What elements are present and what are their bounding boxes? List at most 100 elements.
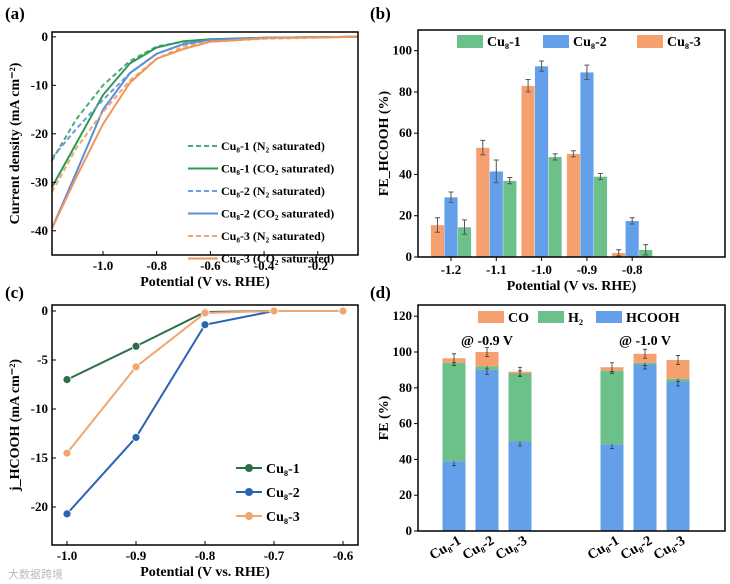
xtick-label-c-3: -0.7 — [264, 548, 285, 563]
line-a-series-5 — [51, 35, 359, 229]
bar-d-HCOOH-0 — [442, 461, 466, 531]
errorbar-b-0-1 — [480, 139, 486, 156]
xtick-label-a-3: -0.4 — [254, 258, 275, 273]
errorbar-b-2-1 — [507, 177, 513, 185]
xtick-label-d-0: Cu₈-1 — [427, 533, 464, 563]
bar-b-Cu₈-3-3 — [566, 153, 581, 258]
point-c-1-2 — [200, 320, 210, 330]
xtick-label-b-0: -1.2 — [441, 262, 462, 277]
xtick-label-b-3: -0.9 — [577, 262, 598, 277]
xtick-label-b-1: -1.1 — [486, 262, 507, 277]
legend-c-marker-2 — [245, 512, 253, 520]
line-c-series-1 — [66, 310, 343, 515]
errorbar-d-2-4 — [643, 348, 647, 359]
xtick-label-a-2: -0.6 — [200, 258, 221, 273]
point-c-1-0 — [62, 509, 72, 519]
ylabel-b: FE_HCOOH (%) — [377, 90, 392, 196]
bar-b-Cu₈-2-0 — [444, 197, 458, 258]
point-c-0-1 — [131, 341, 141, 351]
errorbar-b-1-2 — [539, 60, 545, 72]
errorbar-b-1-0 — [448, 191, 454, 203]
errorbar-d-2-1 — [485, 347, 489, 357]
plot-b-frame — [417, 29, 726, 258]
legend-d-label-2: HCOOH — [626, 311, 680, 326]
ytick-label-b-1: 20 — [399, 208, 412, 223]
bar-d-HCOOH-5 — [666, 381, 690, 531]
bar-b-Cu₈-2-1 — [489, 171, 504, 258]
legend-d-swatch-2 — [596, 311, 622, 323]
bar-b-Cu₈-3-1 — [475, 147, 490, 258]
bar-b-Cu₈-3-2 — [521, 85, 535, 258]
errorbar-b-2-4 — [643, 244, 649, 256]
errorbar-b-2-0 — [462, 219, 467, 235]
plot-a-frame — [51, 31, 359, 256]
legend-b-swatch-0 — [457, 35, 483, 48]
ytick-label-b-0: 0 — [406, 249, 413, 264]
ytick-label-c-4: -20 — [31, 499, 48, 514]
ytick-label-a-1: -10 — [31, 77, 48, 92]
bar-d-HCOOH-2 — [508, 441, 532, 531]
ytick-label-b-2: 40 — [399, 166, 412, 181]
xtick-label-d-1: Cu₈-2 — [460, 533, 497, 563]
ytick-label-d-3: 60 — [399, 416, 412, 431]
group-label-d-1: @ -1.0 V — [619, 334, 671, 349]
point-c-0-0 — [62, 375, 72, 385]
point-c-2-2 — [200, 308, 210, 318]
errorbar-d-2-3 — [610, 362, 614, 373]
bar-d-H₂-0 — [442, 362, 466, 462]
bar-b-Cu₈-2-4 — [625, 220, 640, 258]
bar-d-HCOOH-4 — [633, 364, 657, 531]
bar-d-CO-5 — [666, 360, 690, 379]
point-c-2-4 — [338, 306, 348, 316]
ytick-label-d-0: 0 — [406, 523, 413, 538]
ytick-label-c-2: -10 — [31, 401, 48, 416]
bar-d-CO-1 — [475, 352, 499, 367]
point-c-2-3 — [269, 306, 279, 316]
legend-c-label-1: Cu₈-2 — [266, 486, 300, 501]
bar-d-H₂-2 — [508, 373, 532, 442]
errorbar-d-2-0 — [452, 353, 456, 364]
xtick-label-a-1: -0.8 — [146, 258, 167, 273]
point-c-2-0 — [62, 448, 72, 458]
xlabel-c: Potential (V vs. RHE) — [140, 565, 270, 580]
legend-d-label-1: H₂ — [568, 311, 583, 326]
panel-label-a: (a) — [5, 4, 25, 23]
bar-d-H₂-3 — [600, 370, 624, 445]
legend-a-label-0: Cu₈-1 (N₂ saturated) — [221, 139, 325, 153]
xtick-label-c-4: -0.6 — [333, 548, 354, 563]
legend-b-swatch-1 — [543, 35, 569, 48]
point-c-1-1 — [131, 433, 141, 442]
group-label-d-0: @ -0.9 V — [461, 334, 513, 349]
errorbar-b-2-3 — [597, 172, 603, 181]
ytick-label-a-0: 0 — [42, 29, 49, 44]
legend-a-label-3: Cu₈-2 (CO₂ saturated) — [221, 207, 334, 221]
legend-b-swatch-2 — [637, 35, 663, 48]
xtick-label-a-4: -0.2 — [307, 258, 328, 273]
legend-a-label-2: Cu₈-2 (N₂ saturated) — [221, 184, 325, 198]
watermark: 大数据跨境 — [8, 567, 63, 581]
xtick-label-d-3: Cu₈-1 — [585, 533, 622, 563]
legend-b-label-1: Cu₈-2 — [573, 35, 607, 50]
xtick-label-d-2: Cu₈-3 — [493, 533, 530, 563]
xtick-label-c-2: -0.8 — [195, 548, 216, 563]
legend-a-label-1: Cu₈-1 (CO₂ saturated) — [221, 162, 334, 176]
ytick-label-d-5: 100 — [393, 344, 413, 359]
xtick-label-b-2: -1.0 — [531, 262, 552, 277]
errorbar-d-2-5 — [676, 355, 680, 365]
ytick-label-a-4: -40 — [31, 223, 48, 238]
legend-c-marker-0 — [245, 464, 253, 472]
bar-b-Cu₈-1-1 — [502, 180, 517, 258]
errorbar-b-0-4 — [616, 249, 622, 257]
ytick-label-a-2: -20 — [31, 126, 48, 141]
panel-label-c: (c) — [5, 283, 24, 302]
errorbar-d-2-2 — [518, 366, 522, 377]
bar-b-Cu₈-2-3 — [580, 72, 594, 258]
bar-d-HCOOH-1 — [475, 369, 499, 531]
errorbar-b-1-4 — [629, 217, 635, 225]
legend-d-swatch-1 — [538, 311, 564, 323]
plot-d-frame — [417, 304, 726, 532]
panel-label-d: (d) — [370, 283, 391, 302]
ytick-label-a-3: -30 — [31, 174, 48, 189]
errorbar-b-2-2 — [552, 153, 558, 161]
